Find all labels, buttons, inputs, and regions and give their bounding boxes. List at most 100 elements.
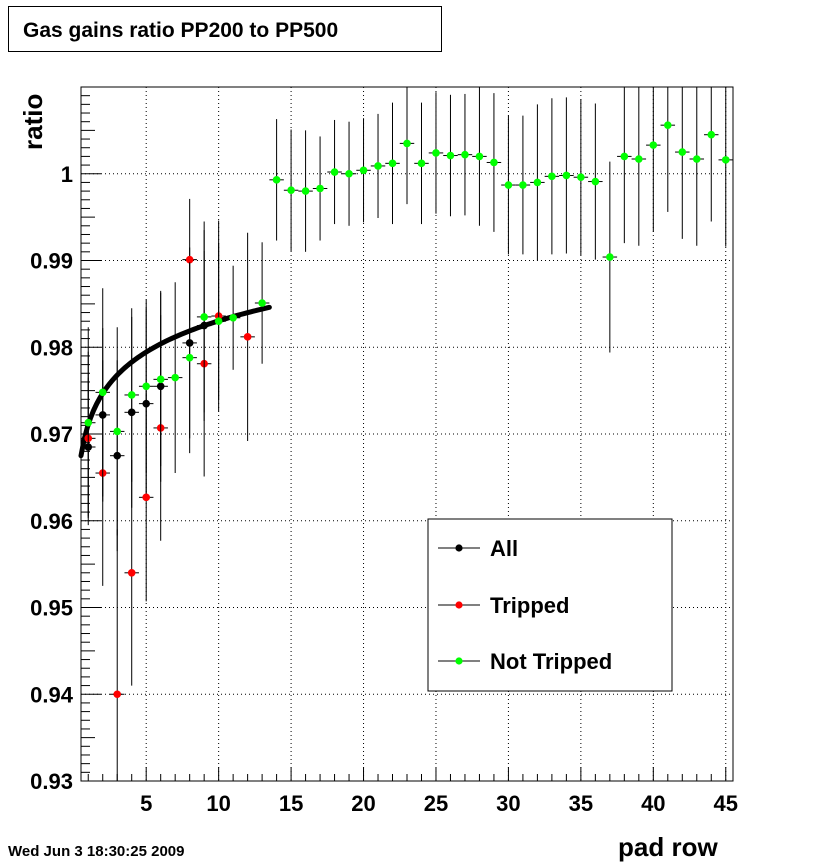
marker-not-tripped	[185, 353, 194, 362]
point-not-tripped	[138, 299, 154, 474]
chart-title: Gas gains ratio PP200 to PP500	[23, 19, 339, 42]
y-tick-label: 0.95	[30, 596, 73, 621]
marker-not-tripped	[707, 130, 716, 139]
marker-not-tripped	[692, 155, 701, 163]
marker-not-tripped	[490, 158, 498, 167]
point-not-tripped	[283, 129, 299, 251]
point-not-tripped	[530, 104, 545, 261]
point-not-tripped	[617, 87, 632, 244]
marker-not-tripped	[548, 172, 556, 181]
marker-not-tripped	[229, 313, 237, 322]
x-tick-label: 15	[279, 791, 303, 816]
marker-not-tripped	[403, 139, 411, 148]
y-tick-label: 0.97	[30, 422, 73, 447]
legend: All Tripped Not Tripped	[427, 518, 673, 692]
marker-not-tripped	[142, 382, 150, 391]
marker-not-tripped	[98, 388, 107, 397]
marker-not-tripped	[577, 173, 585, 182]
marker-not-tripped	[533, 178, 542, 187]
marker-not-tripped	[475, 152, 484, 161]
marker-not-tripped	[359, 166, 368, 175]
marker-tripped	[113, 690, 122, 699]
y-axis-title: ratio	[18, 94, 48, 150]
marker-not-tripped	[84, 418, 93, 427]
marker-not-tripped	[316, 184, 324, 193]
marker-tripped	[185, 255, 194, 264]
marker-not-tripped	[258, 299, 266, 307]
marker-not-tripped	[214, 317, 223, 326]
marker-not-tripped	[127, 391, 136, 399]
marker-not-tripped	[461, 150, 469, 159]
point-not-tripped	[704, 87, 719, 222]
y-tick-label: 0.94	[30, 682, 74, 707]
point-not-tripped	[211, 243, 226, 400]
y-tick-label: 0.98	[30, 335, 73, 360]
marker-not-tripped	[156, 375, 165, 384]
marker-not-tripped	[287, 186, 295, 195]
x-tick-label: 20	[351, 791, 375, 816]
point-not-tripped	[312, 136, 328, 241]
point-not-tripped	[501, 115, 516, 255]
marker-not-tripped	[649, 141, 658, 149]
y-tick-label: 0.96	[30, 509, 73, 534]
x-tick-label: 25	[424, 791, 448, 816]
marker-not-tripped	[678, 148, 687, 156]
marker-not-tripped	[635, 155, 643, 163]
point-not-tripped	[182, 262, 197, 454]
point-tripped	[109, 529, 125, 781]
point-not-tripped	[631, 87, 647, 246]
point-not-tripped	[443, 94, 458, 217]
y-tick-label: 1	[61, 162, 73, 187]
point-not-tripped	[675, 87, 690, 239]
marker-not-tripped	[606, 253, 614, 261]
x-tick-label: 5	[140, 791, 152, 816]
x-tick-label: 10	[206, 791, 230, 816]
point-not-tripped	[660, 87, 676, 212]
point-not-tripped	[385, 102, 400, 225]
legend-marker-not-tripped	[455, 657, 463, 665]
point-not-tripped	[602, 161, 618, 353]
timestamp: Wed Jun 3 18:30:25 2009	[8, 843, 185, 860]
marker-not-tripped	[171, 373, 179, 382]
point-not-tripped	[399, 87, 415, 205]
point-not-tripped	[225, 265, 241, 370]
x-tick-label: 40	[641, 791, 665, 816]
point-tripped	[124, 460, 139, 686]
point-not-tripped	[486, 93, 502, 232]
marker-tripped	[127, 569, 136, 577]
point-not-tripped	[124, 308, 139, 482]
marker-not-tripped	[504, 181, 513, 189]
point-not-tripped	[472, 87, 487, 226]
point-not-tripped	[269, 119, 284, 241]
point-not-tripped	[95, 288, 110, 497]
point-not-tripped	[254, 242, 270, 364]
point-not-tripped	[370, 113, 386, 218]
marker-not-tripped	[446, 151, 455, 160]
title-box: Gas gains ratio PP200 to PP500	[8, 6, 442, 52]
marker-not-tripped	[664, 121, 672, 129]
point-not-tripped	[428, 92, 444, 214]
point-not-tripped	[167, 282, 183, 474]
marker-not-tripped	[200, 313, 208, 321]
minor-ticks	[81, 95, 727, 782]
x-tick-label: 45	[714, 791, 738, 816]
marker-not-tripped	[345, 169, 353, 178]
marker-not-tripped	[721, 156, 730, 164]
point-not-tripped	[559, 97, 574, 254]
point-not-tripped	[414, 102, 429, 225]
point-not-tripped	[689, 87, 705, 246]
legend-marker-tripped	[455, 601, 463, 609]
point-not-tripped	[327, 119, 342, 225]
point-not-tripped	[718, 87, 733, 247]
point-not-tripped	[515, 115, 531, 255]
marker-not-tripped	[330, 168, 339, 176]
x-tick-label: 30	[496, 791, 520, 816]
point-tripped	[240, 232, 255, 441]
legend-label-tripped: Tripped	[490, 593, 569, 618]
point-not-tripped	[356, 118, 371, 223]
legend-marker-all	[455, 544, 463, 552]
legend-item-all: All	[438, 536, 518, 561]
marker-not-tripped	[620, 152, 629, 161]
point-not-tripped	[153, 292, 168, 467]
